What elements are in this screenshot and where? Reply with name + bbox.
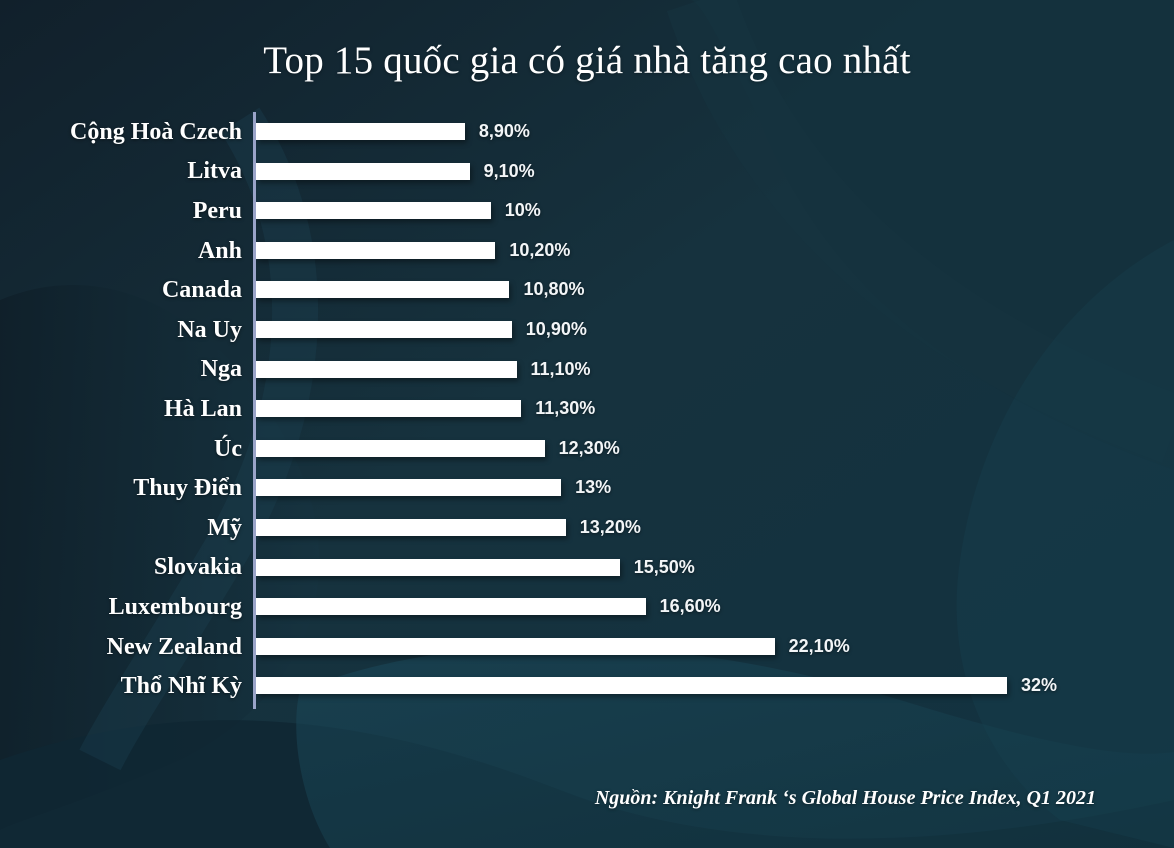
category-label: New Zealand (106, 633, 242, 660)
bar[interactable] (256, 360, 517, 378)
bar-row: Úc 12,30% (0, 429, 1174, 469)
bar-track (256, 400, 522, 418)
bar[interactable] (256, 202, 491, 220)
bar-track (256, 637, 775, 655)
bar[interactable] (256, 558, 620, 576)
bar[interactable] (256, 519, 566, 536)
bar-value-label: 15,50% (633, 556, 695, 577)
bar[interactable] (256, 598, 646, 616)
bar-track (256, 479, 562, 497)
bar-track (256, 677, 1007, 695)
category-label: Peru (192, 197, 242, 224)
bar[interactable] (256, 162, 470, 180)
bar-value-label: 10,80% (523, 279, 585, 300)
bar[interactable] (256, 241, 496, 259)
bar-value-label: 10,20% (509, 239, 571, 260)
bar-track (256, 598, 646, 616)
bar[interactable] (256, 439, 545, 457)
bar-row: Peru 10% (0, 191, 1174, 231)
category-label: Canada (161, 277, 242, 304)
category-label: Na Uy (177, 316, 242, 343)
bar-track (256, 360, 517, 378)
bar-value-label: 13,20% (579, 517, 641, 537)
bar-track (256, 439, 545, 457)
bar-value-label: 11,30% (535, 398, 596, 419)
bar-track (256, 321, 512, 338)
bar-row: Nga 11,10% (0, 350, 1174, 390)
category-label: Nga (200, 356, 242, 383)
category-label: Thuy Điển (133, 475, 242, 502)
category-label: Hà Lan (163, 395, 242, 422)
bar-track (256, 519, 566, 536)
category-label: Thổ Nhĩ Kỳ (120, 673, 242, 700)
bar-row: Slovakia 15,50% (0, 548, 1174, 588)
bar-row: Luxembourg 16,60% (0, 587, 1174, 627)
category-label: Cộng Hoà Czech (70, 118, 242, 145)
bar-row: Na Uy 10,90% (0, 310, 1174, 350)
bar-row: Thổ Nhĩ Kỳ 32% (0, 666, 1174, 706)
category-label: Mỹ (207, 514, 242, 541)
y-axis-line (253, 112, 256, 709)
category-label: Slovakia (153, 554, 242, 581)
bar-value-label: 13% (575, 477, 612, 498)
bar[interactable] (256, 321, 512, 338)
bar-track (256, 281, 510, 299)
bar-track (256, 558, 620, 576)
category-label: Úc (214, 435, 242, 462)
bar-row: Hà Lan 11,30% (0, 389, 1174, 429)
bar-track (256, 123, 465, 140)
category-label: Anh (197, 237, 242, 264)
bar[interactable] (256, 637, 775, 655)
bar[interactable] (256, 677, 1007, 695)
category-label: Litva (187, 158, 242, 185)
bar-value-label: 16,60% (659, 596, 721, 617)
bar-value-label: 32% (1021, 675, 1058, 696)
bar-row: Anh 10,20% (0, 231, 1174, 271)
bar-value-label: 10% (504, 200, 541, 221)
bar-row: Thuy Điển 13% (0, 468, 1174, 508)
source-caption: Nguồn: Knight Frank ‘s Global House Pric… (594, 787, 1096, 809)
bar-value-label: 10,90% (525, 319, 587, 339)
bar[interactable] (256, 400, 522, 418)
bar-track (256, 162, 470, 180)
bar-value-label: 8,90% (478, 121, 530, 141)
bar-row: Canada 10,80% (0, 270, 1174, 310)
bar[interactable] (256, 281, 510, 299)
bar-value-label: 12,30% (558, 437, 620, 458)
bar-value-label: 11,10% (530, 358, 591, 379)
bar-row: Cộng Hoà Czech 8,90% (0, 112, 1174, 152)
page-title: Top 15 quốc gia có giá nhà tăng cao nhất (263, 39, 911, 82)
category-label: Luxembourg (108, 593, 242, 620)
bar-track (256, 202, 491, 220)
bar-value-label: 9,10% (483, 160, 535, 181)
bar-row: Litva 9,10% (0, 152, 1174, 192)
plot-area: Cộng Hoà Czech 8,90% Litva 9,10% Peru 10% Anh 1… (0, 112, 1174, 712)
bar-row: Mỹ 13,20% (0, 508, 1174, 548)
bar-value-label: 22,10% (788, 635, 850, 656)
bar-row: New Zealand 22,10% (0, 627, 1174, 667)
bar-track (256, 241, 496, 259)
bar[interactable] (256, 123, 465, 140)
bar[interactable] (256, 479, 562, 497)
